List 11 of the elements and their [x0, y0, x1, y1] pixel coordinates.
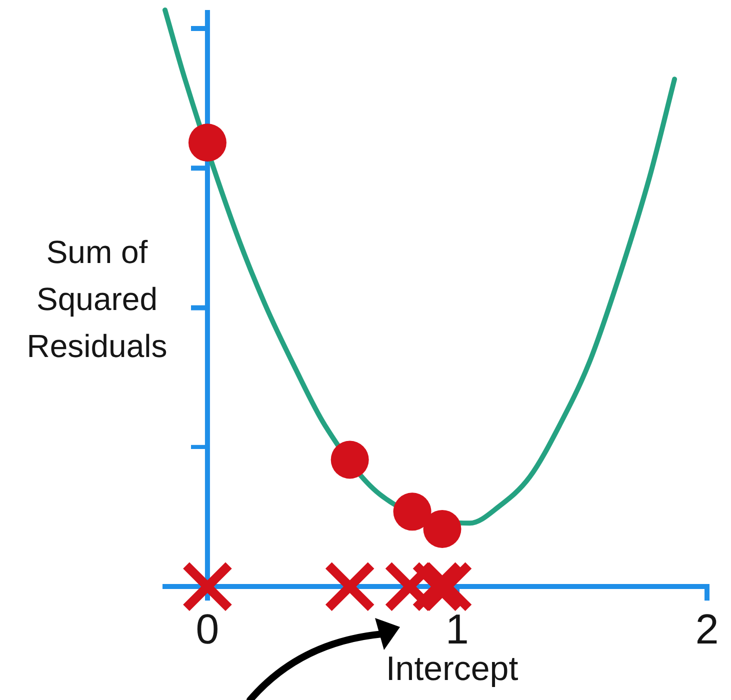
- y-axis-title: Sum of Squared Residuals: [26, 233, 168, 366]
- point: [324, 560, 376, 612]
- x-tick-label: 2: [695, 605, 719, 652]
- point: [423, 510, 462, 548]
- x-axis-title: Intercept: [386, 650, 518, 688]
- point: [182, 560, 234, 612]
- point: [393, 492, 432, 531]
- point: [188, 124, 226, 162]
- point: [330, 440, 369, 479]
- x-tick-label: 0: [196, 605, 220, 652]
- x-tick-label: 1: [446, 605, 469, 652]
